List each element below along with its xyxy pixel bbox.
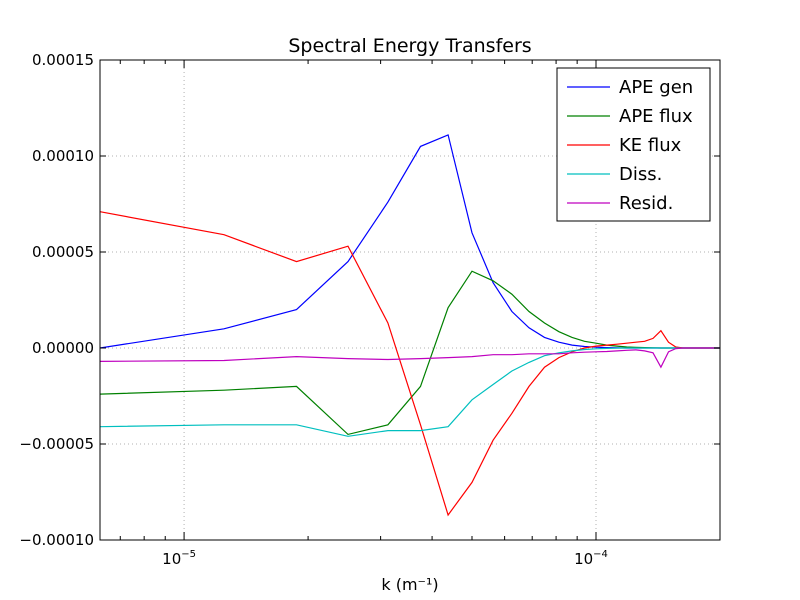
x-tick-label-exponent: −5 (181, 549, 196, 560)
axes-frame (99, 59, 721, 541)
x-tick-label-base: 10 (574, 550, 593, 568)
x-tick-label: 10−5 (162, 549, 196, 568)
x-tick-label: 10−4 (574, 549, 608, 568)
y-tick-label: 0.00015 (32, 51, 94, 69)
series-layer (99, 134, 720, 517)
legend-label: Resid. (619, 193, 673, 214)
legend-label: APE gen (619, 77, 693, 98)
y-tick-label: −0.00010 (19, 531, 94, 549)
x-axis-label: k (m⁻¹) (381, 575, 438, 594)
y-tick-label: 0.00005 (32, 243, 94, 261)
series-line-resid (99, 347, 720, 369)
x-tick-label-exponent: −4 (593, 549, 608, 560)
legend-label: APE flux (619, 106, 693, 127)
tick-layer: −0.00010 −0.00005 0.00000 0.00005 0.00010 0.0… (19, 51, 720, 568)
legend-label: KE flux (619, 135, 682, 156)
legend: APE gen APE flux KE flux Diss. Resid. (556, 67, 711, 222)
legend-label: Diss. (619, 164, 662, 185)
y-tick-label: 0.00010 (32, 147, 94, 165)
y-tick-label: −0.00005 (19, 435, 94, 453)
y-tick-label: 0.00000 (32, 339, 94, 357)
x-tick-label-base: 10 (162, 550, 181, 568)
chart-title: Spectral Energy Transfers (288, 35, 531, 57)
